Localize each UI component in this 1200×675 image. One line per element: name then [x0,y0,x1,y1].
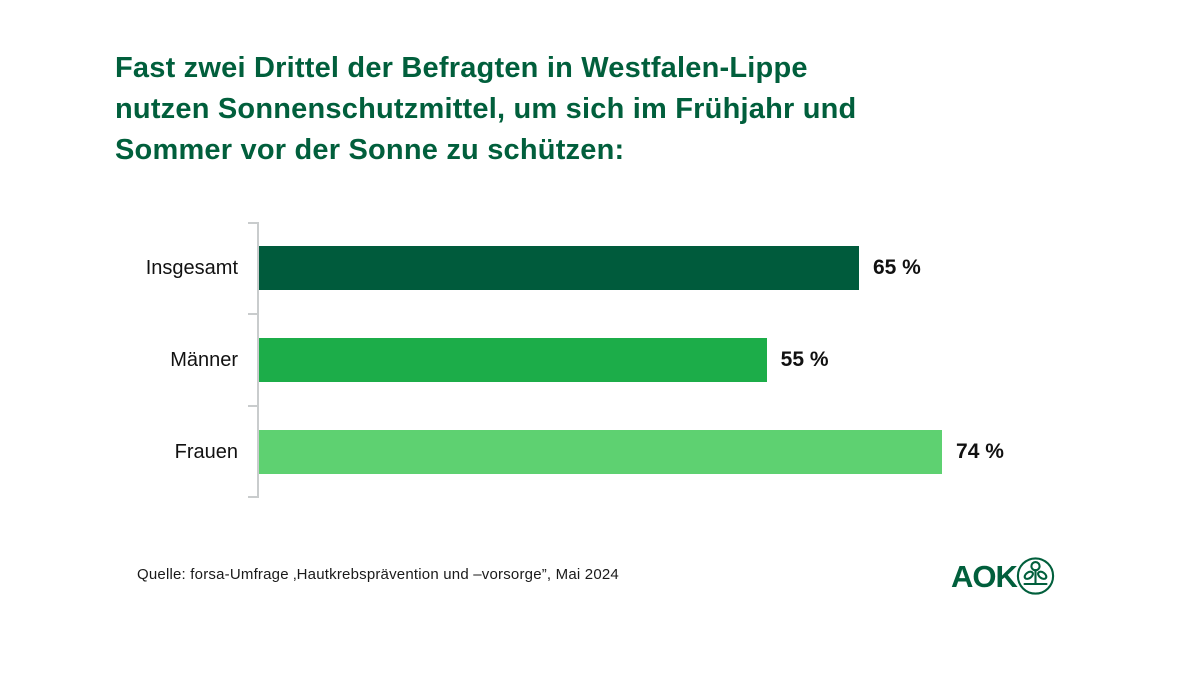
value-label-insgesamt: 65 % [872,256,921,279]
chart-title-line-3: Sommer vor der Sonne zu schützen: [115,134,625,166]
source-note: Quelle: forsa-Umfrage ‚Hautkrebspräventi… [137,566,619,583]
bar-row-maenner: Männer 55 % [0,314,1200,406]
axis-tick [248,222,258,224]
axis-tick [248,405,258,407]
category-label-insgesamt: Insgesamt [145,256,238,279]
chart-title: Fast zwei Drittel der Befragten in Westf… [115,48,1075,171]
category-label-maenner: Männer [170,348,238,371]
bar-row-insgesamt: Insgesamt 65 % [0,222,1200,314]
chart-title-line-2: nutzen Sonnenschutzmittel, um sich im Fr… [115,93,857,125]
bar-insgesamt [259,246,859,290]
chart-title-line-1: Fast zwei Drittel der Befragten in Westf… [115,52,808,84]
bar-chart: Insgesamt 65 % Männer 55 % Frauen 74 % [0,222,1200,498]
bar-frauen [259,430,943,474]
axis-tick [248,496,258,498]
aok-logo-text: AOK [951,559,1019,594]
axis-tick [248,313,258,315]
value-label-frauen: 74 % [956,440,1004,463]
aok-logo: AOK [951,554,1055,598]
category-label-frauen: Frauen [174,440,238,463]
bar-row-frauen: Frauen 74 % [0,406,1200,498]
aok-tree-icon [1016,557,1055,595]
value-label-maenner: 55 % [780,348,829,371]
bar-maenner [259,338,767,382]
y-axis-line [257,222,259,498]
